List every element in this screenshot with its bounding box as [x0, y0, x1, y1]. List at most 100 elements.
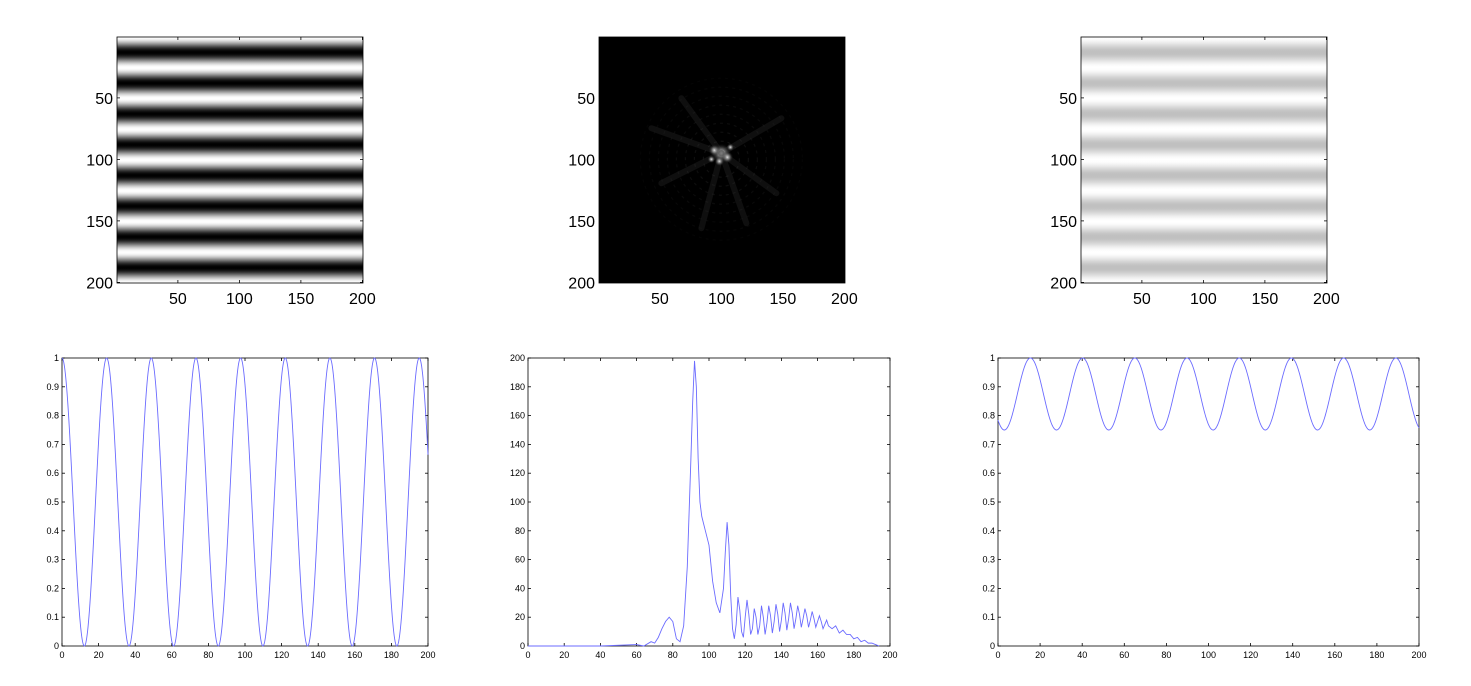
y-tick-label: 20: [515, 612, 525, 622]
y-tick-label: 100: [1050, 152, 1077, 169]
x-tick-label: 40: [595, 650, 605, 660]
x-tick-label: 100: [237, 650, 252, 660]
x-tick-label: 120: [1243, 650, 1258, 660]
spectrum-ripple: [684, 122, 758, 196]
y-tick-label: 150: [86, 214, 113, 231]
y-tick-label: 100: [510, 497, 525, 507]
y-tick-label: 0: [54, 641, 59, 651]
y-tick-label: 0.8: [46, 411, 59, 421]
spectrum-streak: [648, 125, 725, 157]
x-tick-label: 180: [846, 650, 861, 660]
x-tick-label: 80: [203, 650, 213, 660]
x-tick-label: 80: [1161, 650, 1171, 660]
plot-frame: [1080, 36, 1328, 284]
y-tick-label: 0.1: [46, 612, 59, 622]
x-tick-label: 150: [770, 291, 797, 308]
y-tick-label: 0.1: [982, 612, 995, 622]
x-tick-label: 80: [668, 650, 678, 660]
spectrum-ripple: [675, 113, 767, 205]
y-tick-label: 50: [1059, 91, 1077, 108]
y-tick-label: 140: [510, 439, 525, 449]
y-tick-label: 200: [1050, 275, 1077, 292]
x-tick-label: 50: [651, 291, 669, 308]
plot-frame: [116, 36, 364, 284]
y-tick-label: 0.7: [982, 439, 995, 449]
x-tick-label: 0: [995, 650, 1000, 660]
spectrum-ripple: [693, 131, 749, 187]
y-tick-label: 0.4: [982, 526, 995, 536]
x-tick-label: 160: [347, 650, 362, 660]
spectrum-ripple: [666, 104, 776, 214]
y-tick-label: 0.9: [982, 382, 995, 392]
spectrum-ripple: [657, 95, 785, 223]
x-tick-label: 160: [1327, 650, 1342, 660]
spectrum-streak: [678, 95, 725, 157]
spectrum-ripple: [639, 77, 803, 241]
x-tick-label: 180: [384, 650, 399, 660]
y-tick-label: 0.9: [46, 382, 59, 392]
y-tick-label: 120: [510, 468, 525, 478]
y-tick-label: 80: [515, 526, 525, 536]
x-tick-label: 200: [831, 291, 858, 308]
y-tick-label: 180: [510, 382, 525, 392]
x-tick-label: 100: [701, 650, 716, 660]
plot-frame: [598, 36, 846, 284]
spectrum-ripple: [702, 140, 740, 178]
y-tick-label: 200: [568, 275, 595, 292]
y-tick-label: 0.5: [982, 497, 995, 507]
x-tick-label: 100: [226, 291, 253, 308]
x-tick-label: 180: [1369, 650, 1384, 660]
y-tick-label: 0.7: [46, 439, 59, 449]
x-tick-label: 50: [169, 291, 187, 308]
y-tick-label: 100: [86, 152, 113, 169]
y-tick-label: 0.5: [46, 497, 59, 507]
y-tick-label: 0.6: [46, 468, 59, 478]
y-tick-label: 150: [568, 214, 595, 231]
spectrum-peak-spot: [714, 156, 725, 167]
spectrum-streak: [658, 150, 725, 187]
y-tick-label: 60: [515, 555, 525, 565]
x-tick-label: 20: [94, 650, 104, 660]
x-tick-label: 0: [525, 650, 530, 660]
y-tick-label: 0: [520, 641, 525, 651]
spectrum-streak: [718, 150, 750, 227]
x-tick-label: 200: [1411, 650, 1426, 660]
y-tick-label: 100: [568, 152, 595, 169]
stripe-image: [1081, 37, 1327, 283]
cosine-profile-plot: 0 20 40 60 80 100 120 140 160 180 200 0 0.1 0.2 0.3 0.4…: [46, 353, 435, 660]
y-tick-label: 0.6: [982, 468, 995, 478]
stripe-image: [117, 37, 363, 283]
y-tick-label: 0.4: [46, 526, 59, 536]
spectrum-streak: [698, 150, 725, 232]
y-tick-label: 0.3: [46, 555, 59, 565]
x-tick-label: 100: [708, 291, 735, 308]
spectrum-streak: [718, 150, 780, 197]
x-tick-label: 20: [559, 650, 569, 660]
x-tick-label: 200: [420, 650, 435, 660]
y-tick-label: 0.2: [46, 583, 59, 593]
x-tick-label: 60: [632, 650, 642, 660]
low-contrast-stripe-image-panel: 50 100 150 200 50 100 150 200: [1050, 36, 1340, 308]
x-tick-label: 100: [1190, 291, 1217, 308]
x-tick-label: 140: [774, 650, 789, 660]
series-line: [61, 357, 429, 647]
spectrum-peak-spot: [707, 155, 716, 164]
x-tick-label: 200: [349, 291, 376, 308]
y-tick-label: 1: [990, 353, 995, 363]
x-tick-label: 140: [311, 650, 326, 660]
y-tick-label: 0.8: [982, 411, 995, 421]
x-tick-label: 40: [130, 650, 140, 660]
low-contrast-profile-plot: 0 20 40 60 80 100 120 140 160 180 200 0 0.1 0.2 0.3 0.4…: [982, 353, 1426, 660]
y-tick-label: 200: [510, 353, 525, 363]
series-line: [528, 360, 880, 647]
y-tick-label: 50: [95, 91, 113, 108]
series-line: [997, 357, 1420, 431]
spectrum-ripple: [648, 86, 794, 232]
x-tick-label: 120: [274, 650, 289, 660]
y-tick-label: 0: [990, 641, 995, 651]
x-tick-label: 40: [1077, 650, 1087, 660]
x-tick-label: 120: [738, 650, 753, 660]
x-tick-label: 150: [1252, 291, 1279, 308]
y-tick-label: 160: [510, 411, 525, 421]
